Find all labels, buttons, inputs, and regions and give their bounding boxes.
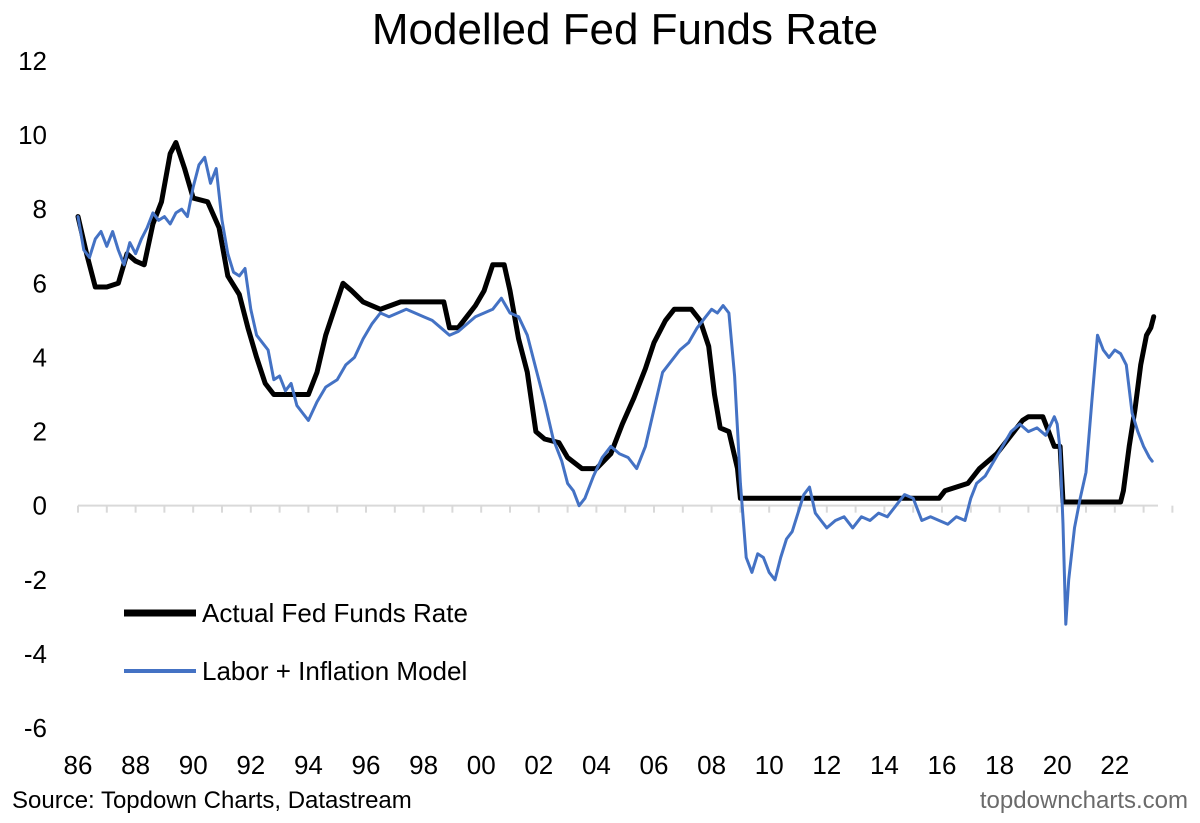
x-tick-label: 20: [1043, 750, 1072, 780]
y-tick-label: -2: [24, 565, 47, 595]
y-tick-label: 4: [33, 342, 47, 372]
x-tick-label: 92: [236, 750, 265, 780]
y-tick-label: 6: [33, 268, 47, 298]
y-tick-label: 2: [33, 417, 47, 447]
x-tick-label: 10: [755, 750, 784, 780]
y-tick-label: -6: [24, 713, 47, 743]
series-lines: [75, 140, 1157, 626]
x-tick-label: 00: [467, 750, 496, 780]
watermark: topdowncharts.com: [980, 787, 1188, 814]
x-tick-label: 86: [64, 750, 93, 780]
x-tick-label: 12: [812, 750, 841, 780]
legend-label-model: Labor + Inflation Model: [202, 656, 467, 686]
y-tick-label: -4: [24, 639, 47, 669]
y-tick-label: 12: [18, 46, 47, 76]
y-tick-label: 0: [33, 491, 47, 521]
y-tick-label: 10: [18, 120, 47, 150]
chart-title: Modelled Fed Funds Rate: [372, 5, 878, 54]
legend-label-actual: Actual Fed Funds Rate: [202, 598, 468, 628]
source-note: Source: Topdown Charts, Datastream: [12, 787, 412, 814]
x-tick-label: 90: [179, 750, 208, 780]
y-axis-tick-labels: 12 10 8 6 4 2 0 -2 -4 -6: [18, 46, 47, 743]
x-tick-label: 94: [294, 750, 323, 780]
x-tick-label: 08: [697, 750, 726, 780]
x-axis-tick-marks: [77, 505, 1174, 513]
x-tick-label: 96: [352, 750, 381, 780]
x-tick-label: 18: [985, 750, 1014, 780]
x-tick-label: 98: [409, 750, 438, 780]
legend: Actual Fed Funds Rate Labor + Inflation …: [124, 598, 468, 686]
x-tick-label: 22: [1100, 750, 1129, 780]
x-tick-label: 06: [640, 750, 669, 780]
y-tick-label: 8: [33, 194, 47, 224]
series-line-labor-inflation-model: [76, 155, 1154, 626]
x-axis-tick-labels: 86 88 90 92 94 96 98 00 02 04 06 08 10 12 14 16 18 20 22: [64, 750, 1130, 780]
series-line-actual-fed-funds-rate: [75, 140, 1157, 505]
x-tick-label: 02: [524, 750, 553, 780]
x-tick-label: 88: [121, 750, 150, 780]
x-tick-label: 14: [870, 750, 899, 780]
x-tick-label: 16: [928, 750, 957, 780]
x-tick-label: 04: [582, 750, 611, 780]
